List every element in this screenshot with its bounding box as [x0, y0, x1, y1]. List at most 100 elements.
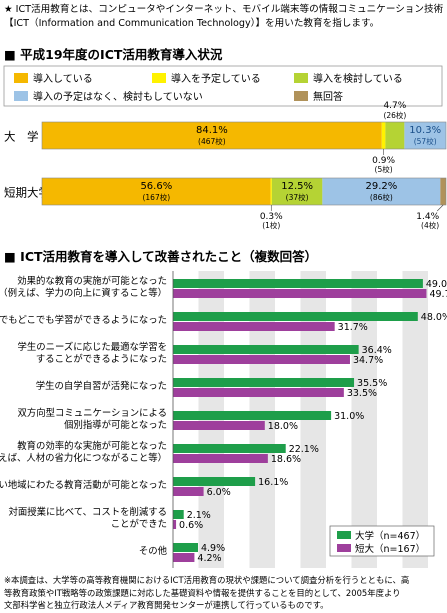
category-label: 個別指導が可能となった [64, 419, 167, 431]
adoption-chart-title: ■ 平成19年度のICT活用教育導入状況 [4, 47, 223, 62]
category-label: （例えば、人材の省力化につながること等） [0, 452, 167, 464]
value-label: 29.2% [365, 181, 397, 192]
value-label: 0.9% [372, 156, 395, 166]
legend-label: 導入している [33, 72, 93, 85]
univ-value-label: 31.0% [334, 411, 364, 422]
value-label: 84.1% [196, 125, 228, 136]
value-label: 10.3% [409, 125, 441, 136]
junior-bar [173, 388, 344, 397]
category-label: （例えば、学力の向上に資すること等） [0, 287, 167, 299]
stacked-segment [42, 122, 382, 149]
improvement-chart-title: ■ ICT活用教育を導入して改善されたこと（複数回答） [4, 249, 318, 264]
univ-value-label: 4.9% [201, 543, 225, 554]
junior-bar [173, 553, 195, 562]
junior-value-label: 18.0% [268, 421, 298, 432]
category-label: 幅広い地域にわたる教育活動が可能となった [0, 479, 167, 491]
bar-outline [41, 121, 447, 150]
junior-value-label: 6.0% [207, 487, 231, 498]
stacked-segment [270, 178, 272, 205]
univ-bar [173, 543, 198, 552]
category-label: 対面授業に比べて、コストを削減する [8, 506, 167, 518]
legend-swatch [14, 91, 28, 101]
intro-line-1: ★ ICT活用教育とは、コンピュータやインターネット、モバイル端末等の情報コミュ… [4, 4, 444, 15]
value-label: 12.5% [281, 181, 313, 192]
univ-bar [173, 444, 286, 453]
univ-value-label: 48.0% [421, 312, 447, 323]
category-label: その他 [139, 545, 168, 557]
intro-line-2: 【ICT（Information and Communication Techn… [4, 18, 380, 29]
junior-bar [173, 421, 265, 430]
category-label: 教育の効率的な実施が可能となった [17, 440, 167, 452]
value-label: 56.6% [140, 181, 172, 192]
category-label: 双方向型コミュニケーションによる [17, 407, 167, 419]
leader-line [436, 204, 444, 212]
category-label: することができるようになった [36, 353, 167, 365]
univ-value-label: 49.0% [426, 279, 447, 290]
univ-bar [173, 411, 332, 420]
stacked-segment [404, 122, 446, 149]
univ-value-label: 35.5% [357, 378, 387, 389]
junior-bar [173, 520, 177, 529]
legend-swatch [337, 531, 351, 539]
stacked-segment [42, 178, 271, 205]
category-label: 学生の自学自習が活発になった [36, 380, 167, 392]
junior-bar [173, 454, 268, 463]
legend-swatch [152, 73, 166, 83]
footnote-line-1: ※本調査は、大学等の高等教育機関におけるICT活用教育の現状や課題について調査分… [4, 575, 410, 585]
row-label: 短期大学 [4, 186, 50, 200]
count-label: (57校) [414, 136, 437, 146]
footnote-line-2: 等教育政策やIT戦略等の政策課題に対応した基礎資料や情報を提供することを目的とし… [4, 587, 401, 598]
value-label: 0.3% [260, 212, 283, 222]
univ-value-label: 16.1% [258, 477, 288, 488]
junior-value-label: 34.7% [353, 355, 383, 366]
univ-bar [173, 510, 184, 519]
univ-value-label: 2.1% [187, 510, 211, 521]
junior-bar [173, 487, 204, 496]
legend-label: 導入を検討している [313, 72, 403, 85]
bar-outline [41, 177, 447, 206]
legend-swatch [294, 73, 308, 83]
junior-value-label: 0.6% [179, 520, 203, 531]
junior-value-label: 33.5% [347, 388, 377, 399]
category-label: ことができた [111, 518, 167, 530]
value-label: 4.7% [383, 101, 406, 111]
legend-swatch [337, 544, 351, 552]
category-label: いつでもどこでも学習ができるようになった [0, 314, 167, 326]
stacked-segment [381, 122, 386, 149]
count-label: (4校) [421, 220, 439, 230]
count-label: (5校) [375, 164, 393, 174]
count-label: (26校) [383, 110, 406, 120]
junior-bar [173, 322, 335, 331]
footnote-line-3: 文部科学省と独立行政法人メディア教育開発センターが連携して行っているものです。 [4, 600, 329, 610]
count-label: (167校) [142, 192, 170, 202]
row-label: 大 学 [4, 130, 39, 144]
junior-value-label: 18.6% [271, 454, 301, 465]
intro-note: ★ ICT活用教育とは、コンピュータやインターネット、モバイル端末等の情報コミュ… [4, 3, 444, 31]
univ-bar [173, 312, 418, 321]
count-label: (467校) [198, 136, 226, 146]
stacked-segment [440, 178, 446, 205]
value-label: 1.4% [416, 212, 439, 222]
legend-label: 無回答 [313, 90, 343, 103]
junior-value-label: 4.2% [197, 553, 221, 564]
legend-label: 短大（n=167） [355, 543, 425, 555]
junior-value-label: 31.7% [338, 322, 368, 333]
univ-bar [173, 378, 355, 387]
count-label: (37校) [286, 192, 309, 202]
legend-label: 導入を予定している [171, 72, 261, 85]
legend-label: 導入の予定はなく、検討もしていない [33, 90, 203, 103]
univ-value-label: 36.4% [362, 345, 392, 356]
legend-label: 大学（n=467） [355, 530, 425, 542]
footnote: ※本調査は、大学等の高等教育機関におけるICT活用教育の現状や課題について調査分… [4, 574, 446, 612]
legend-swatch [14, 73, 28, 83]
univ-value-label: 22.1% [289, 444, 319, 455]
count-label: (86校) [370, 192, 393, 202]
stacked-segment [385, 122, 405, 149]
univ-bar [173, 345, 359, 354]
category-label: 学生のニーズに応じた最適な学習を [17, 341, 167, 353]
category-label: 効果的な教育の実施が可能となった [17, 275, 167, 287]
count-label: (1校) [262, 220, 280, 230]
stacked-segment [322, 178, 441, 205]
univ-bar [173, 279, 423, 288]
